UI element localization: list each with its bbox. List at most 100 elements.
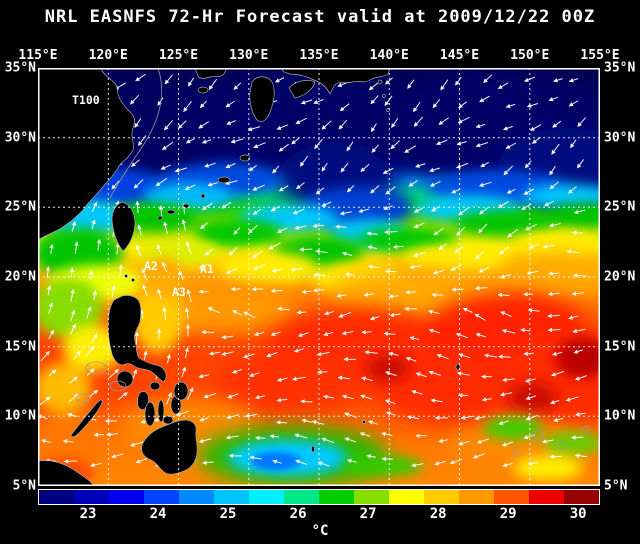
current-vector-arrow (201, 329, 215, 335)
current-vector-arrow (276, 227, 288, 233)
lat-tick-label-right: 35°N (604, 60, 636, 76)
colorbar-segment (424, 490, 459, 504)
current-vector-arrow (525, 395, 537, 401)
current-vector-arrow (497, 200, 509, 209)
current-vector-arrow (479, 95, 490, 103)
current-vector-arrow (227, 393, 239, 399)
current-vector-arrow (221, 334, 234, 340)
jeju-island (197, 86, 209, 94)
current-vector-arrow (408, 179, 418, 187)
current-vector-arrow (388, 294, 399, 299)
current-vector-arrow (86, 368, 95, 376)
current-vector-arrow (541, 439, 554, 444)
current-vector-arrow (135, 458, 148, 464)
current-vector-arrow (341, 251, 353, 256)
current-vector-arrow (137, 224, 142, 236)
current-vector-arrow (358, 208, 370, 213)
current-vector-arrow (577, 117, 586, 127)
current-vector-arrow (436, 139, 448, 146)
current-vector-arrow (455, 76, 462, 86)
colorbar-segment (354, 490, 389, 504)
current-vector-arrow (230, 138, 243, 144)
current-vector-arrow (526, 103, 539, 108)
current-vector-arrow (178, 270, 184, 281)
current-vector-arrow (208, 351, 221, 356)
current-vector-arrow (248, 224, 258, 234)
current-vector-arrow (391, 118, 399, 129)
colorbar-segment (459, 490, 494, 504)
current-vector-arrow (384, 229, 398, 235)
lon-tick-label: 155°E (580, 48, 620, 63)
colorbar (38, 489, 600, 505)
current-vector-arrow (478, 181, 492, 187)
lat-tick-label-right: 10°N (604, 408, 636, 424)
current-vector-arrow (278, 143, 289, 152)
current-vector-arrow (335, 224, 347, 229)
current-vector-arrow (542, 244, 556, 249)
current-vector-arrow (40, 350, 50, 362)
current-vector-arrow (573, 349, 583, 354)
current-vector-arrow (228, 247, 238, 256)
current-vector-arrow (385, 371, 397, 377)
station-label-t100: T100 (72, 93, 100, 107)
current-vector-arrow (199, 417, 209, 422)
current-vector-arrow (427, 309, 440, 315)
current-vector-arrow (226, 120, 236, 125)
current-vector-arrow (551, 351, 563, 356)
current-vector-arrow (338, 311, 352, 318)
current-vector-arrow (434, 460, 447, 466)
current-vector-arrow (311, 420, 325, 425)
current-vector-arrow (300, 399, 313, 404)
current-vector-arrow (294, 225, 307, 230)
station-label-a2: A2 (144, 259, 158, 273)
current-vector-arrow (321, 120, 332, 130)
current-vector-arrow (183, 100, 192, 113)
samar (173, 381, 189, 401)
current-vector-arrow (317, 461, 330, 467)
current-vector-arrow (431, 292, 444, 298)
bathymetry-contours (75, 68, 590, 457)
current-vector-arrow (62, 439, 74, 444)
current-vector-arrow (458, 440, 470, 446)
current-vector-arrow (39, 396, 51, 406)
current-vector-arrow (162, 306, 167, 321)
current-vector-arrow (390, 140, 401, 150)
current-vector-arrow (428, 328, 441, 334)
panay (137, 391, 149, 410)
current-vector-arrow (413, 222, 425, 228)
current-vector-arrow (312, 288, 325, 293)
current-vector-arrow (199, 100, 207, 109)
current-vector-arrow (570, 139, 577, 149)
current-vector-arrow (405, 356, 417, 362)
current-vector-arrow (525, 223, 538, 231)
current-vector-arrow (226, 414, 240, 420)
current-vector-arrow (346, 458, 357, 464)
current-vector-arrow (111, 180, 120, 190)
current-vector-arrow (428, 370, 442, 376)
current-vector-arrow (139, 309, 145, 320)
current-vector-arrow (72, 350, 81, 361)
current-vector-arrow (366, 454, 376, 459)
current-vector-arrow (244, 413, 258, 418)
current-vector-arrow (340, 162, 349, 173)
current-vector-arrow (501, 441, 513, 447)
current-vector-arrow (198, 374, 210, 379)
current-vector-arrow (549, 181, 559, 190)
current-vector-arrow (523, 188, 535, 195)
current-vector-arrow (547, 327, 561, 333)
lat-tick-label-left: 15°N (4, 339, 36, 355)
shikoku (288, 80, 316, 99)
current-vector-arrow (207, 307, 221, 314)
current-vector-arrow (566, 249, 580, 254)
current-vector-arrow (506, 188, 516, 194)
current-vector-arrow (130, 441, 144, 447)
colorbar-segment (109, 490, 144, 504)
current-vector-arrow (436, 353, 449, 360)
current-vector-arrow (225, 435, 239, 440)
current-vector-arrow (498, 420, 509, 426)
current-vector-arrow (108, 368, 120, 379)
lon-tick-label: 130°E (229, 48, 269, 63)
current-vector-arrow (46, 285, 52, 296)
colorbar-tick-label: 24 (149, 506, 167, 522)
colorbar-segment (529, 490, 564, 504)
